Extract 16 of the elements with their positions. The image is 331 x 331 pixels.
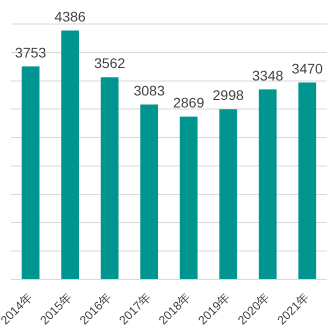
data-label: 4386 (54, 8, 86, 24)
data-label: 2998 (212, 87, 244, 104)
bar (258, 89, 277, 279)
bar (100, 77, 119, 279)
bar (22, 66, 40, 279)
bar (140, 104, 158, 279)
data-label: 2869 (173, 94, 204, 110)
bar (180, 116, 198, 279)
data-label: 3348 (252, 67, 284, 84)
bar (61, 30, 80, 279)
bar (219, 109, 238, 279)
data-label: 3562 (94, 55, 126, 72)
data-label: 3753 (15, 44, 46, 60)
bar (298, 82, 316, 279)
data-label: 3470 (292, 60, 324, 76)
data-label: 3083 (134, 82, 165, 98)
